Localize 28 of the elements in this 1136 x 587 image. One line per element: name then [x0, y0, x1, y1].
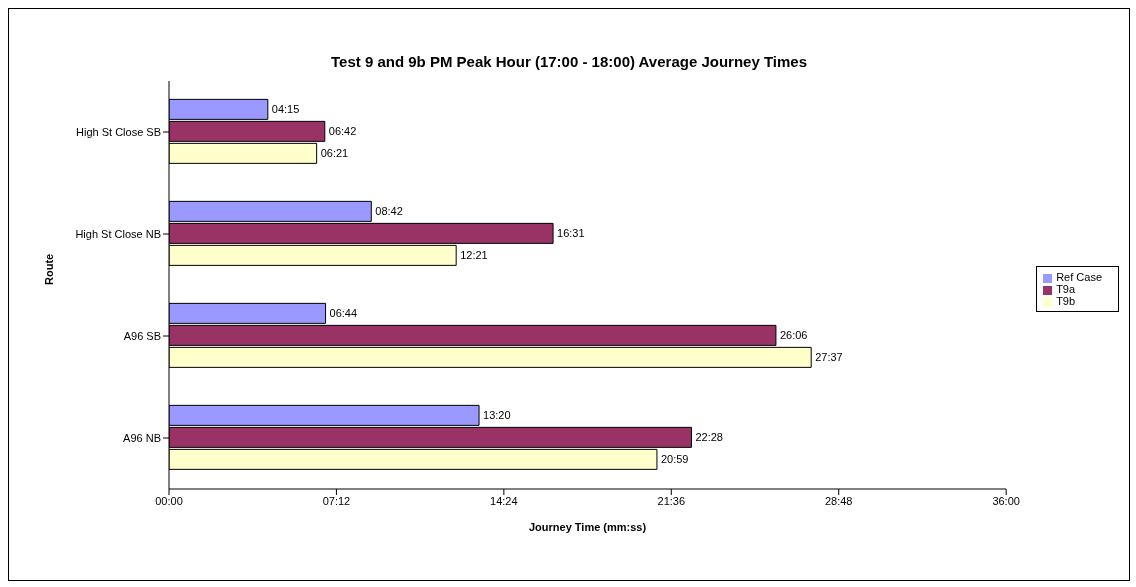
data-label: 22:28 [695, 431, 723, 444]
x-tick-label: 07:12 [322, 494, 351, 507]
legend-label: T9b [1056, 295, 1076, 307]
legend-label: T9a [1056, 283, 1076, 295]
data-label: 06:44 [329, 307, 358, 320]
x-tick-label: 21:36 [657, 494, 686, 507]
data-label: 26:06 [779, 329, 808, 342]
x-axis-title: Journey Time (mm:ss) [528, 521, 647, 533]
y-axis-title: Route [42, 253, 55, 285]
y-tick-label: A96 SB [123, 329, 161, 342]
chart-title: Test 9 and 9b PM Peak Hour (17:00 - 18:00) Average Journey Times [330, 53, 808, 70]
data-label: 04:15 [271, 103, 300, 116]
data-label: 16:31 [557, 227, 585, 240]
legend-label: Ref Case [1056, 271, 1102, 283]
y-tick-label: A96 NB [123, 431, 161, 444]
data-label: 13:20 [483, 409, 511, 422]
x-tick-label: 00:00 [155, 494, 183, 507]
x-tick-label: 28:48 [824, 494, 853, 507]
data-label: 06:42 [328, 125, 357, 138]
data-label: 06:21 [320, 147, 349, 160]
data-label: 27:37 [815, 351, 843, 364]
y-tick-label: High St Close SB [76, 125, 161, 138]
x-tick-label: 14:24 [490, 494, 518, 507]
data-label: 12:21 [460, 249, 488, 262]
data-label: 20:59 [660, 453, 689, 466]
y-tick-label: High St Close NB [75, 227, 161, 240]
data-label: 08:42 [375, 205, 403, 218]
x-tick-label: 36:00 [992, 494, 1020, 507]
